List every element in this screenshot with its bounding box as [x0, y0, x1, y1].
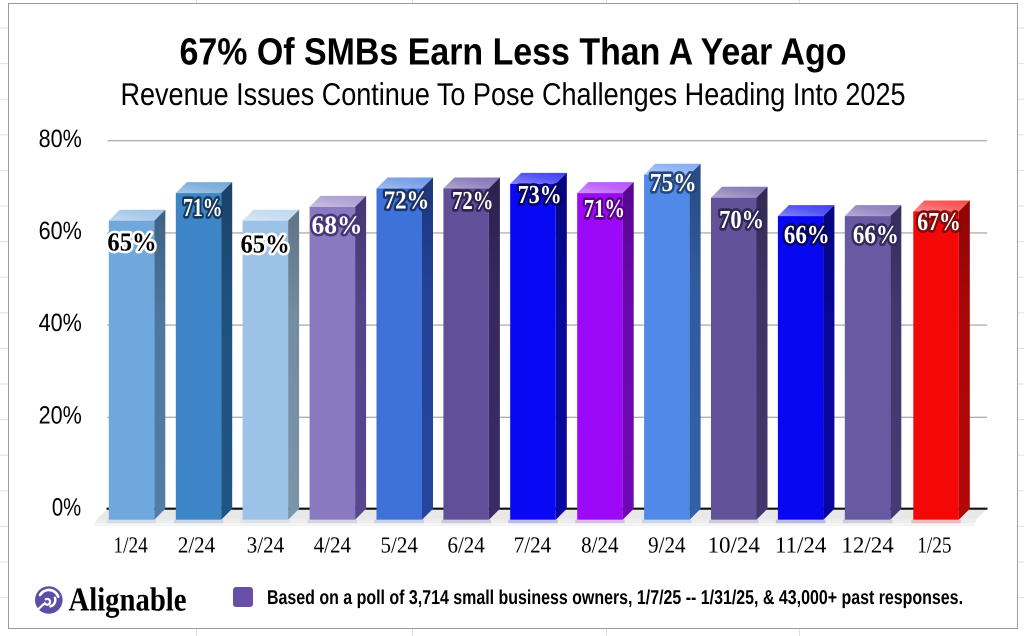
svg-text:65%: 65% — [107, 228, 156, 257]
svg-text:71%: 71% — [183, 193, 223, 222]
svg-text:67%: 67% — [917, 207, 961, 236]
svg-text:65%: 65% — [241, 230, 290, 259]
svg-text:1/25: 1/25 — [917, 533, 951, 558]
svg-text:65%: 65% — [241, 230, 290, 259]
svg-text:10/24: 10/24 — [708, 533, 761, 558]
svg-text:71%: 71% — [584, 194, 625, 223]
svg-text:66%: 66% — [784, 220, 830, 249]
svg-text:65%: 65% — [107, 228, 156, 257]
svg-text:67%: 67% — [917, 207, 961, 236]
svg-text:Revenue Issues Continue To Pos: Revenue Issues Continue To Pose Challeng… — [121, 76, 906, 112]
svg-text:72%: 72% — [384, 185, 430, 214]
svg-text:12/24: 12/24 — [841, 533, 894, 558]
svg-text:72%: 72% — [452, 186, 494, 215]
svg-text:0%: 0% — [52, 494, 81, 522]
svg-text:71%: 71% — [584, 194, 625, 223]
svg-text:80%: 80% — [39, 125, 82, 153]
svg-text:6/24: 6/24 — [447, 533, 485, 558]
svg-text:2/24: 2/24 — [178, 533, 216, 558]
svg-text:66%: 66% — [853, 220, 899, 249]
svg-text:73%: 73% — [518, 180, 562, 209]
svg-text:71%: 71% — [183, 193, 223, 222]
svg-text:72%: 72% — [452, 186, 494, 215]
svg-text:11/24: 11/24 — [775, 533, 827, 558]
svg-text:75%: 75% — [650, 168, 697, 197]
svg-text:66%: 66% — [784, 220, 830, 249]
svg-text:9/24: 9/24 — [648, 533, 686, 558]
svg-text:40%: 40% — [39, 309, 82, 337]
svg-text:Alignable: Alignable — [69, 582, 187, 619]
svg-text:3/24: 3/24 — [247, 533, 285, 558]
svg-text:5/24: 5/24 — [381, 533, 419, 558]
svg-text:4/24: 4/24 — [314, 533, 352, 558]
svg-text:60%: 60% — [39, 217, 82, 245]
svg-text:1/24: 1/24 — [113, 533, 148, 558]
svg-text:70%: 70% — [719, 205, 764, 234]
svg-text:70%: 70% — [719, 205, 764, 234]
svg-text:Based on a poll of 3,714 small: Based on a poll of 3,714 small business … — [267, 587, 963, 609]
svg-text:75%: 75% — [650, 168, 697, 197]
svg-text:73%: 73% — [518, 180, 562, 209]
svg-text:66%: 66% — [853, 220, 899, 249]
svg-text:8/24: 8/24 — [581, 533, 619, 558]
svg-text:68%: 68% — [311, 210, 362, 239]
svg-text:68%: 68% — [311, 210, 362, 239]
svg-text:20%: 20% — [39, 401, 82, 429]
svg-text:7/24: 7/24 — [514, 533, 552, 558]
svg-text:72%: 72% — [384, 185, 430, 214]
svg-text:67% Of SMBs Earn Less Than A Y: 67% Of SMBs Earn Less Than A Year Ago — [180, 32, 847, 74]
